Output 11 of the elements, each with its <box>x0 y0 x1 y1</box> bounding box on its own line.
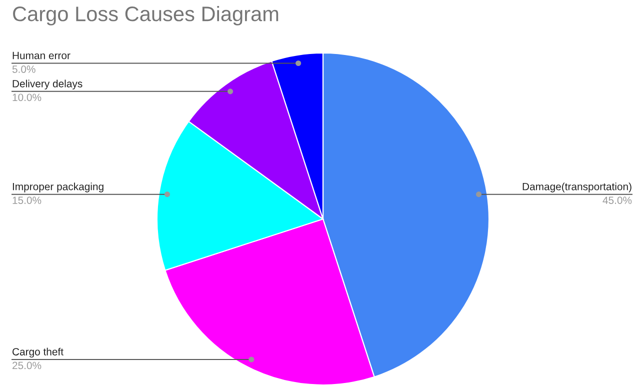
data-label: 25.0% <box>12 362 42 370</box>
slice-label: Delivery delays <box>12 80 82 90</box>
data-label: 10.0% <box>12 94 42 102</box>
chart-title: Cargo Loss Causes Diagram <box>13 6 278 26</box>
slice-label: Cargo theft <box>12 348 64 358</box>
data-label: 5.0% <box>12 66 36 73</box>
slice-label: Damage(transportation) <box>522 182 632 192</box>
slice-label: Human error <box>12 52 70 60</box>
data-label: 15.0% <box>12 196 42 204</box>
slice-label: Improper packaging <box>12 182 104 192</box>
data-label: 45.0% <box>602 196 632 204</box>
